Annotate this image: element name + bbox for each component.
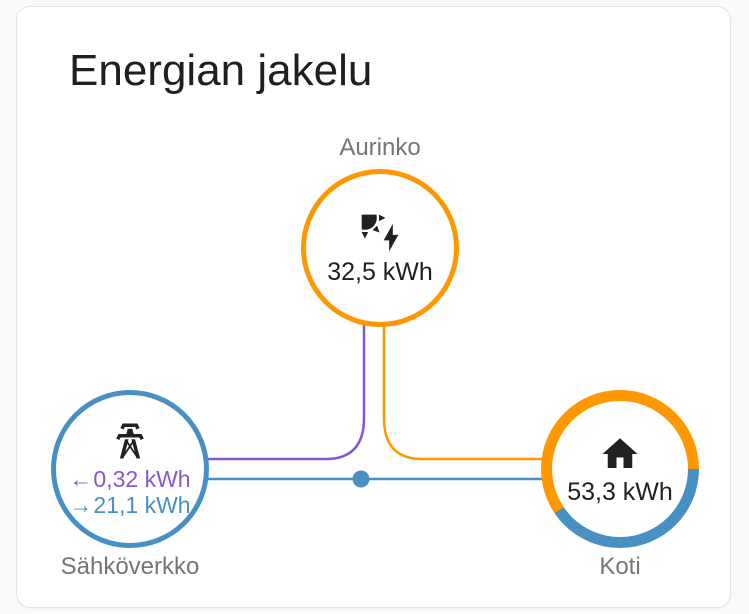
solar-node-label: Aurinko	[339, 134, 421, 161]
home-icon	[599, 433, 641, 475]
grid-return-row: ← 0,32 kWh	[69, 466, 190, 492]
arrow-right-icon: →	[69, 492, 93, 518]
transmission-tower-icon	[109, 420, 151, 462]
solar-node-circle: 32,5 kWh	[301, 169, 459, 327]
solar-production-value: 32,5 kWh	[327, 257, 433, 286]
card-title: Energian jakelu	[69, 46, 373, 95]
home-node-label: Koti	[599, 553, 641, 580]
grid-node-circle: ← 0,32 kWh → 21,1 kWh	[51, 390, 209, 548]
arrow-left-icon: ←	[69, 465, 93, 492]
grid-node-label: Sähköverkko	[60, 553, 200, 580]
solar-power-variant-icon	[358, 211, 402, 255]
home-node-circle: 53,3 kWh	[541, 390, 699, 548]
grid-return-value: 0,32 kWh	[93, 465, 191, 492]
home-consumption-value: 53,3 kWh	[567, 477, 673, 506]
grid-consumption-row: → 21,1 kWh	[69, 492, 190, 518]
grid-consumption-value: 21,1 kWh	[93, 492, 191, 518]
